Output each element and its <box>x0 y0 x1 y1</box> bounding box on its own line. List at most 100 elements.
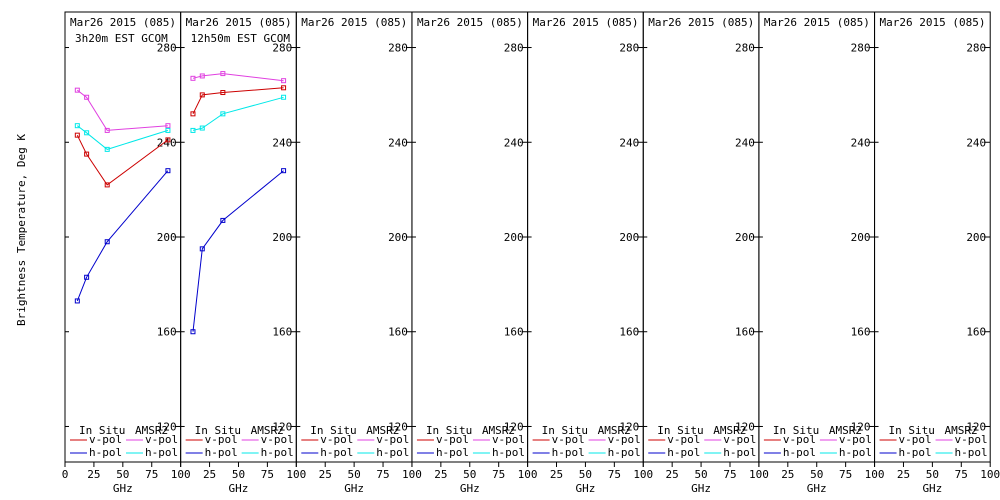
y-tick-label: 280 <box>504 42 524 55</box>
legend-label: h-pol <box>492 446 525 459</box>
y-tick-label: 280 <box>966 42 986 55</box>
x-tick-label: 100 <box>633 468 653 481</box>
panel-7: Mar26 2015 (085) 120 160 200 240 280 25 50 75 100… <box>758 11 884 495</box>
y-tick-label: 120 <box>735 420 755 433</box>
data-point-amsr2_v <box>199 73 205 79</box>
y-tick-label: 160 <box>851 326 871 339</box>
panels: Mar26 2015 (085) 3h20m EST GCOM 120 160 200 2… <box>62 11 1000 495</box>
y-tick-label: 240 <box>966 136 986 149</box>
data-point-amsr2_v <box>84 94 90 100</box>
x-tick-label: 50 <box>579 468 592 481</box>
x-tick-label: 50 <box>463 468 476 481</box>
y-tick-label: 240 <box>851 136 871 149</box>
legend-label: v-pol <box>783 433 816 446</box>
series-line-amsr2_v <box>192 73 284 82</box>
panel-date: Mar26 2015 (085) <box>301 16 407 29</box>
panel-date: Mar26 2015 (085) <box>417 16 523 29</box>
y-tick-label: 200 <box>272 231 292 244</box>
data-point-insitu_h <box>104 239 110 245</box>
y-tick-label: 280 <box>272 42 292 55</box>
data-point-insitu_h <box>220 217 226 223</box>
legend-label: v-pol <box>320 433 353 446</box>
legend-label: h-pol <box>955 446 988 459</box>
y-tick-label: 280 <box>735 42 755 55</box>
data-point-insitu_v <box>220 90 226 96</box>
x-axis-label: GHz <box>691 482 711 495</box>
legend-label: v-pol <box>205 433 238 446</box>
data-point-insitu_h <box>199 246 205 252</box>
x-tick-label: 75 <box>145 468 158 481</box>
panel-4: Mar26 2015 (085) 120 160 200 240 280 25 50 75 100… <box>411 11 538 495</box>
legend-label: h-pol <box>723 446 756 459</box>
y-tick-label: 160 <box>966 326 986 339</box>
y-tick-label: 280 <box>157 42 177 55</box>
legend-label: h-pol <box>608 446 641 459</box>
y-tick-label: 280 <box>619 42 639 55</box>
x-tick-label: 75 <box>955 468 968 481</box>
x-tick-label: 100 <box>518 468 538 481</box>
x-tick-label: 50 <box>694 468 707 481</box>
data-point-amsr2_h <box>190 127 196 133</box>
series-line-amsr2_h <box>192 96 284 131</box>
x-axis-label: GHz <box>113 482 133 495</box>
data-point-amsr2_v <box>281 78 287 84</box>
series-line-amsr2_v <box>76 89 168 131</box>
legend-insitu-header: In Situ <box>889 424 935 437</box>
legend-insitu-header: In Situ <box>310 424 356 437</box>
data-point-insitu_v <box>281 85 287 91</box>
legend-insitu-header: In Situ <box>542 424 588 437</box>
x-tick-label: 25 <box>203 468 216 481</box>
data-point-amsr2_v <box>165 123 171 129</box>
x-tick-label: 75 <box>376 468 389 481</box>
legend-insitu-header: In Situ <box>195 424 241 437</box>
y-tick-label: 160 <box>388 326 408 339</box>
data-point-amsr2_h <box>220 111 226 117</box>
data-point-amsr2_v <box>74 87 80 93</box>
legend-amsr2-header: AMSR2 <box>366 424 399 437</box>
x-axis-label: GHz <box>807 482 827 495</box>
legend-label: h-pol <box>376 446 409 459</box>
y-tick-label: 160 <box>157 326 177 339</box>
data-point-insitu_v <box>165 137 171 143</box>
panel-5: Mar26 2015 (085) 120 160 200 240 280 25 50 75 100… <box>527 11 653 495</box>
series-line-insitu_h <box>192 170 284 332</box>
y-tick-label: 240 <box>619 136 639 149</box>
data-point-amsr2_v <box>104 127 110 133</box>
y-tick-label: 200 <box>504 231 524 244</box>
legend-label: h-pol <box>261 446 294 459</box>
legend-insitu-header: In Situ <box>79 424 125 437</box>
data-point-insitu_v <box>84 151 90 157</box>
data-point-amsr2_h <box>74 123 80 129</box>
x-axis-label: GHz <box>229 482 249 495</box>
legend-label: h-pol <box>320 446 353 459</box>
y-tick-label: 200 <box>851 231 871 244</box>
data-point-insitu_v <box>199 92 205 98</box>
x-tick-label: 0 <box>62 468 69 481</box>
legend-label: v-pol <box>608 433 641 446</box>
legend-amsr2-header: AMSR2 <box>598 424 631 437</box>
legend-label: h-pol <box>667 446 700 459</box>
y-tick-label: 120 <box>157 420 177 433</box>
data-point-amsr2_h <box>199 125 205 131</box>
legend-label: v-pol <box>376 433 409 446</box>
y-tick-label: 240 <box>504 136 524 149</box>
y-tick-label: 200 <box>966 231 986 244</box>
legend-insitu-header: In Situ <box>773 424 819 437</box>
y-tick-label: 240 <box>388 136 408 149</box>
y-tick-label: 120 <box>966 420 986 433</box>
legend-label: v-pol <box>552 433 585 446</box>
panel-time: 12h50m EST GCOM <box>191 32 291 45</box>
series-line-amsr2_h <box>76 125 169 150</box>
legend-label: h-pol <box>552 446 585 459</box>
panel-date: Mar26 2015 (085) <box>880 16 986 29</box>
x-tick-label: 100 <box>286 468 306 481</box>
x-tick-label: 25 <box>897 468 910 481</box>
legend-insitu-header: In Situ <box>657 424 703 437</box>
x-tick-label: 25 <box>666 468 679 481</box>
series-line-insitu_v <box>76 134 169 186</box>
legend-label: h-pol <box>899 446 932 459</box>
data-point-insitu_v <box>104 182 110 188</box>
y-tick-label: 200 <box>157 231 177 244</box>
data-point-insitu_h <box>84 274 90 280</box>
legend-amsr2-header: AMSR2 <box>713 424 746 437</box>
